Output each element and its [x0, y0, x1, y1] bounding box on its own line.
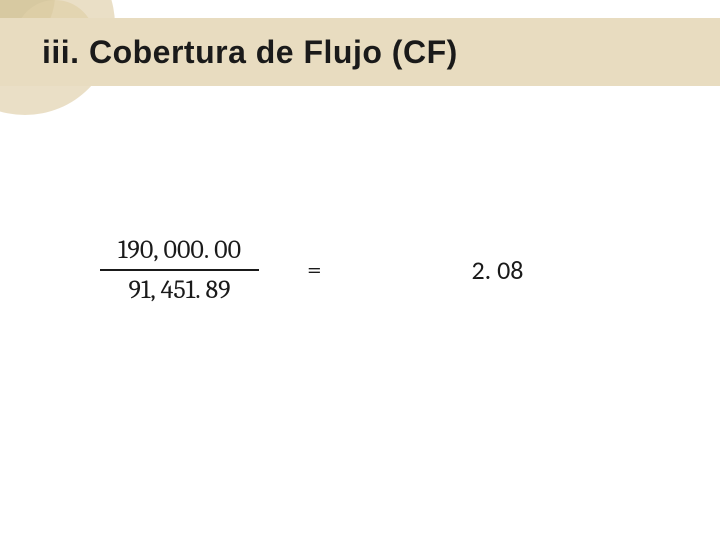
fraction: 190, 000. 00 91, 451. 89 — [100, 235, 259, 305]
denominator: 91, 451. 89 — [111, 271, 249, 305]
slide-title: iii. Cobertura de Flujo (CF) — [42, 34, 458, 71]
result-value: 2. 08 — [471, 254, 523, 286]
numerator: 190, 000. 00 — [100, 235, 259, 269]
equals-sign: = — [307, 255, 321, 285]
title-bar: iii. Cobertura de Flujo (CF) — [0, 18, 720, 86]
equation-block: 190, 000. 00 91, 451. 89 = 2. 08 — [100, 235, 523, 305]
